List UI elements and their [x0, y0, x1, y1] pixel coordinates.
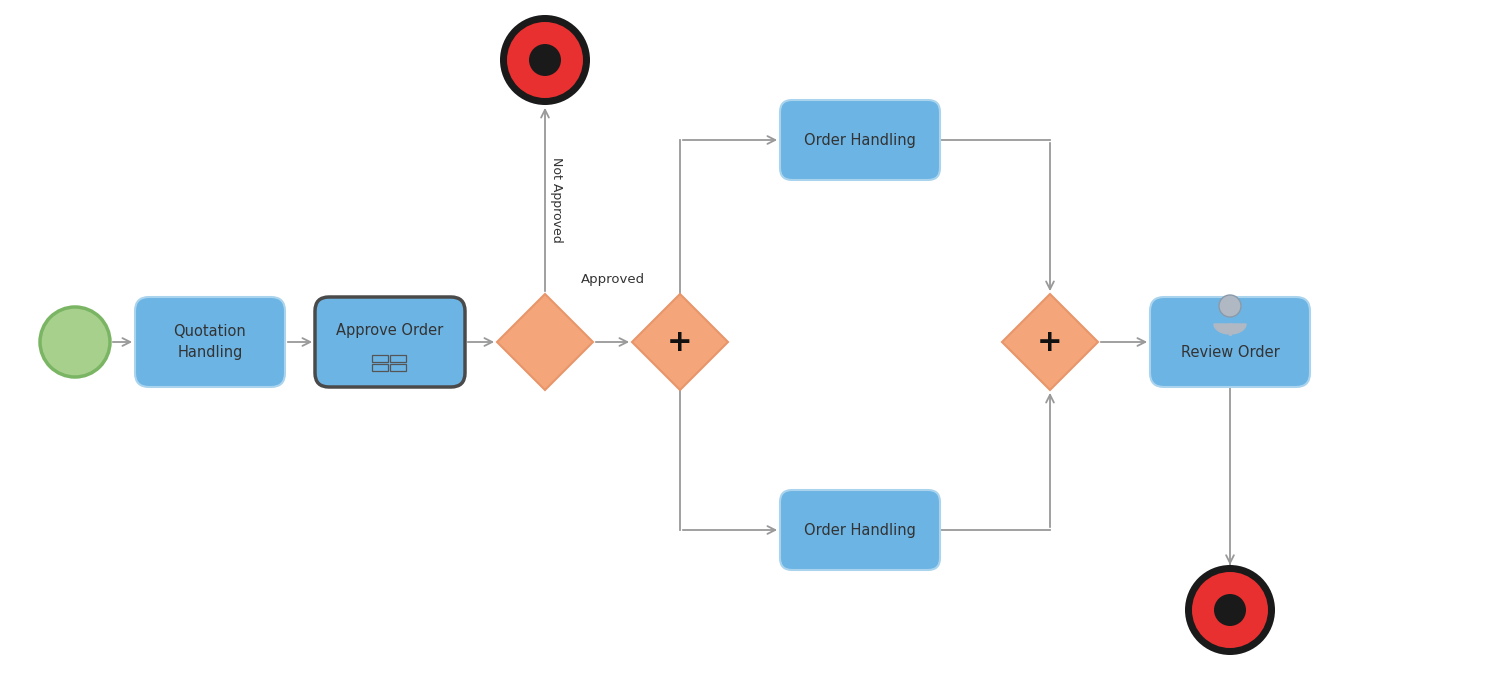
Polygon shape	[632, 294, 728, 390]
Polygon shape	[1214, 324, 1246, 334]
Text: Quotation
Handling: Quotation Handling	[174, 324, 246, 360]
Bar	[390, 364, 406, 371]
FancyBboxPatch shape	[135, 297, 285, 387]
Bar	[390, 355, 406, 362]
Circle shape	[1192, 572, 1268, 648]
Circle shape	[530, 44, 561, 76]
FancyBboxPatch shape	[1150, 297, 1310, 387]
Text: Order Handling: Order Handling	[804, 132, 916, 147]
Text: Order Handling: Order Handling	[804, 523, 916, 538]
Text: Review Order: Review Order	[1180, 345, 1280, 360]
Circle shape	[507, 22, 584, 98]
Text: +: +	[668, 327, 693, 356]
Circle shape	[40, 307, 110, 377]
FancyBboxPatch shape	[780, 100, 940, 180]
Circle shape	[500, 15, 590, 105]
FancyBboxPatch shape	[315, 297, 465, 387]
Text: Approve Order: Approve Order	[336, 323, 444, 338]
Polygon shape	[496, 294, 592, 390]
Bar	[372, 364, 388, 371]
FancyBboxPatch shape	[780, 490, 940, 570]
Bar	[372, 355, 388, 362]
Polygon shape	[1002, 294, 1098, 390]
Circle shape	[1185, 565, 1275, 655]
Text: Approved: Approved	[580, 273, 645, 286]
Text: Not Approved: Not Approved	[550, 157, 564, 242]
Text: +: +	[1036, 327, 1064, 356]
Circle shape	[1220, 295, 1240, 317]
Circle shape	[1214, 594, 1246, 626]
